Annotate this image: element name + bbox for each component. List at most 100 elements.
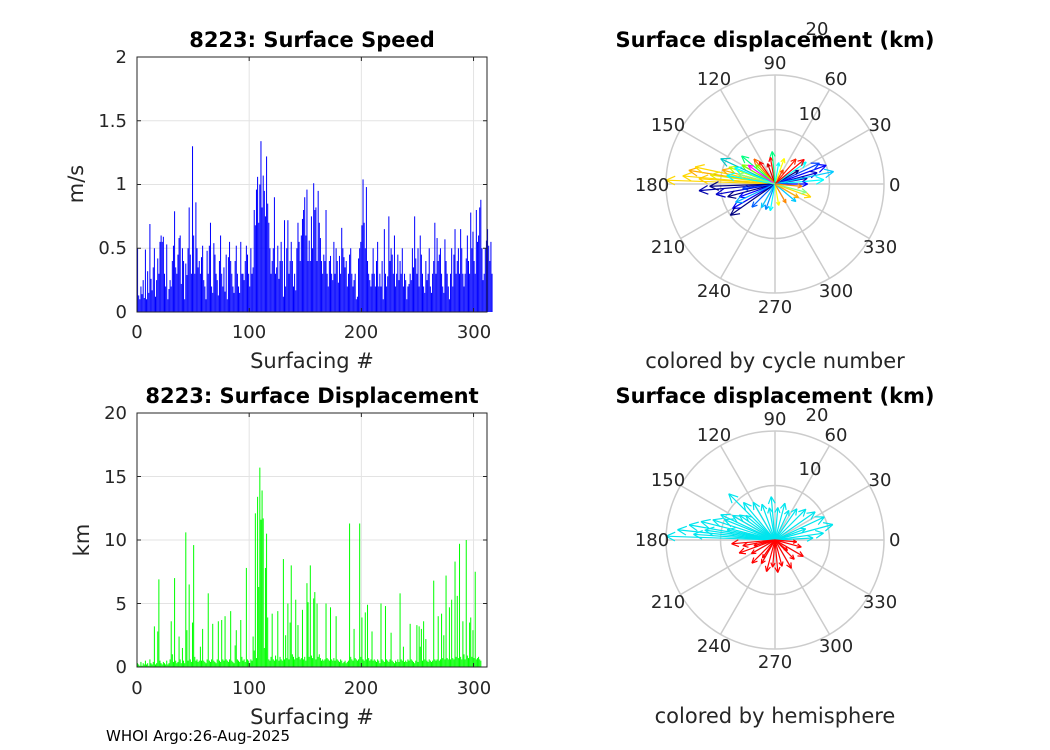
speed-bar <box>491 273 493 312</box>
speed-bar <box>322 273 324 312</box>
polar-hemisphere-angle-label: 0 <box>889 530 900 551</box>
displacement-bar <box>446 658 448 667</box>
speed-bar <box>241 273 243 312</box>
speed-bar <box>332 280 334 312</box>
displacement-bar <box>418 626 420 667</box>
displacement-bar <box>268 659 270 667</box>
polar-cycle-vectors <box>665 151 835 216</box>
speed-bar <box>288 273 290 312</box>
polar-hemisphere-arrow <box>774 527 807 541</box>
displacement-bar <box>218 660 220 667</box>
polar-hemisphere-arrow <box>720 513 776 541</box>
speed-bar <box>471 248 473 312</box>
speed-bar <box>342 248 344 312</box>
polar-cycle-arrow <box>698 183 776 195</box>
speed-bar <box>224 291 226 312</box>
displacement-bar <box>469 622 471 667</box>
speed-bar <box>217 295 219 312</box>
displacement-bar <box>230 611 232 667</box>
displacement-bar <box>392 661 394 667</box>
displacement-bar <box>390 632 392 667</box>
speed-bar <box>266 156 268 312</box>
speed-bar <box>272 248 274 312</box>
displacement-bar <box>432 660 434 667</box>
displacement-bar <box>240 620 242 667</box>
speed-bar <box>261 207 263 312</box>
polar-cycle-arrow <box>726 172 776 185</box>
polar-hemisphere-arrow <box>704 526 776 541</box>
speed-bar <box>307 261 309 312</box>
speed-bar <box>352 286 354 312</box>
polar-hemisphere-arrow <box>751 539 776 564</box>
displacement-bar <box>373 659 375 667</box>
speed-bar <box>192 146 194 312</box>
speed-bar <box>462 273 464 312</box>
speed-bar <box>436 238 438 312</box>
polar-cycle-caption: colored by cycle number <box>645 349 905 373</box>
speed-bar <box>262 175 264 312</box>
displacement-bar <box>340 659 342 667</box>
speed-bar <box>418 286 420 312</box>
speed-ytick-label: 0 <box>116 302 127 323</box>
displacement-bar <box>362 659 364 667</box>
speed-bar <box>197 267 199 312</box>
polar-hemisphere-rtick-label: 10 <box>799 459 822 480</box>
speed-bar <box>469 273 471 312</box>
displacement-bar <box>211 659 213 667</box>
displacement-bar <box>254 513 256 667</box>
speed-bar <box>198 261 200 312</box>
displacement-bar <box>374 660 376 667</box>
speed-bar <box>141 294 143 312</box>
displacement-bar <box>424 659 426 667</box>
polar-hemisphere-arrow <box>774 539 798 544</box>
displacement-bar <box>169 659 171 667</box>
speed-bar <box>157 258 159 312</box>
speed-bar <box>276 267 278 312</box>
polar-cycle-angle-label: 30 <box>869 115 892 136</box>
polar-cycle-arrow <box>774 183 807 195</box>
displacement-bar <box>441 613 443 667</box>
displacement-bar <box>263 647 265 667</box>
displacement-bar <box>269 660 271 667</box>
speed-bar <box>470 212 472 312</box>
polar-hemisphere-angle-label: 270 <box>758 652 792 673</box>
displacement-bar <box>328 660 330 667</box>
displacement-bar <box>318 654 320 667</box>
speed-bar <box>360 241 362 312</box>
displacement-bar <box>326 658 328 667</box>
displacement-bar <box>310 655 312 667</box>
displacement-bar <box>426 660 428 667</box>
speed-bar <box>367 261 369 312</box>
displacement-bar <box>397 659 399 667</box>
displacement-bar <box>290 565 292 667</box>
polar-hemisphere-arrow <box>770 539 776 568</box>
polar-hemisphere-arrow <box>774 539 804 557</box>
displacement-bar <box>331 659 333 667</box>
speed-bar <box>211 286 213 312</box>
displacement-chart-title: 8223: Surface Displacement <box>145 384 478 408</box>
displacement-bar <box>474 571 476 667</box>
displacement-bar <box>193 545 195 667</box>
displacement-bar <box>406 661 408 667</box>
speed-bar <box>438 254 440 312</box>
speed-bar <box>174 211 176 312</box>
displacement-bar <box>346 661 348 667</box>
polar-hemisphere-arrow <box>774 539 784 567</box>
speed-bar <box>426 280 428 312</box>
polar-cycle-angle-label: 90 <box>764 53 787 74</box>
speed-bar <box>313 183 315 312</box>
displacement-bar <box>364 612 366 667</box>
polar-cycle-arrow <box>755 164 776 185</box>
displacement-bar <box>208 660 210 667</box>
speed-bar <box>420 254 422 312</box>
polar-hemisphere-arrow <box>774 508 807 541</box>
displacement-bar <box>190 661 192 667</box>
displacement-bar <box>255 658 257 667</box>
speed-bar <box>379 273 381 312</box>
speed-bar <box>297 222 299 312</box>
speed-bar <box>443 292 445 312</box>
displacement-bar <box>195 660 197 667</box>
polar-hemisphere-angle-label: 30 <box>869 470 892 491</box>
speed-bar <box>369 280 371 312</box>
speed-bar <box>148 292 150 312</box>
